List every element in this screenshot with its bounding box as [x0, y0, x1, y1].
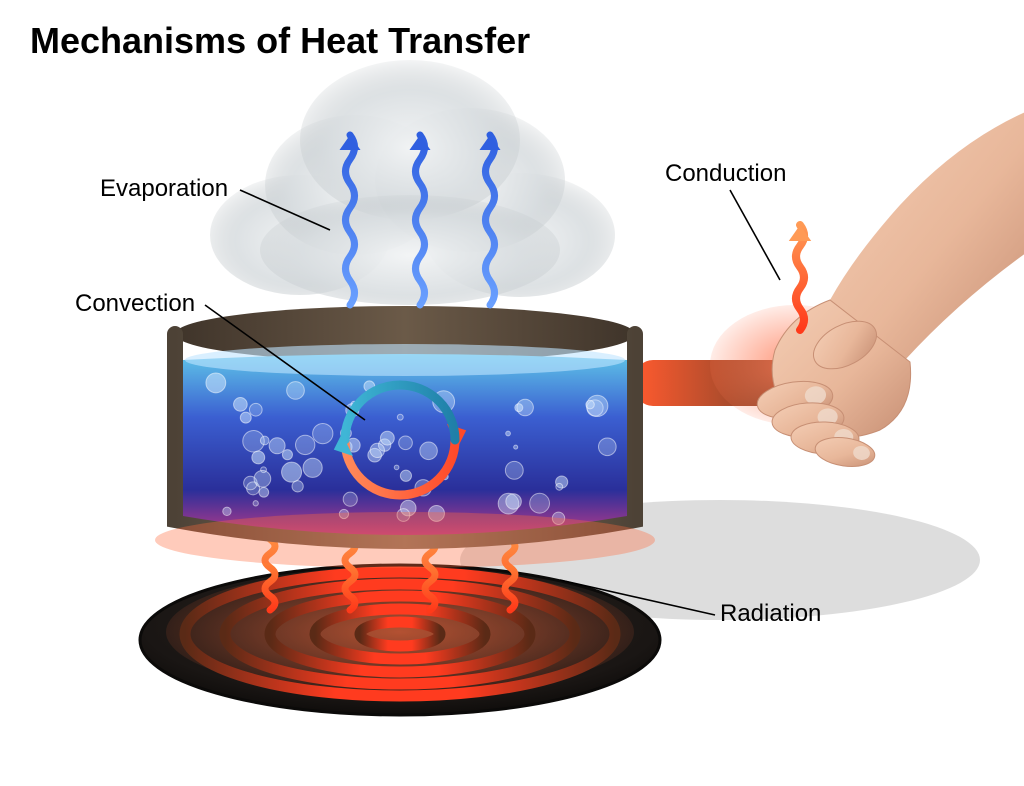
bubble [206, 373, 226, 393]
bubble [303, 458, 322, 477]
label-radiation: Radiation [720, 600, 821, 628]
bubble [514, 445, 518, 449]
bubble [259, 487, 269, 497]
bubble [269, 438, 285, 454]
bubble [505, 461, 523, 479]
bubble [370, 443, 384, 457]
bubble [556, 483, 563, 490]
bubble [249, 403, 262, 416]
bubble [506, 494, 522, 510]
bubble [380, 431, 394, 445]
bubble [252, 451, 265, 464]
label-conduction: Conduction [665, 160, 786, 188]
bubble [399, 436, 413, 450]
bubble [282, 450, 292, 460]
label-evaporation: Evaporation [100, 175, 228, 203]
bubble [254, 470, 271, 487]
bubble [598, 438, 616, 456]
bubble [517, 399, 534, 416]
illustration [0, 0, 1024, 786]
bubble [295, 435, 314, 454]
bubble [260, 436, 269, 445]
bubble [343, 492, 357, 506]
bubble [394, 465, 399, 470]
steam-puff [260, 195, 560, 305]
bubble [397, 414, 403, 420]
bubble [253, 501, 258, 506]
bubble [313, 423, 333, 443]
bubble [282, 462, 302, 482]
bubble [240, 412, 251, 423]
leader-line [730, 190, 780, 280]
pot-bottom-glow [155, 512, 655, 568]
bubble [223, 507, 231, 515]
bubble [287, 382, 305, 400]
label-convection: Convection [75, 290, 195, 318]
water-surface [185, 344, 625, 376]
bubble [420, 442, 438, 460]
diagram-stage: { "title": {"text":"Mechanisms of Heat T… [0, 0, 1024, 786]
bubble [506, 431, 511, 436]
bubble [530, 493, 550, 513]
bubble [586, 400, 594, 408]
bubble [400, 470, 411, 481]
bubble [234, 398, 248, 412]
